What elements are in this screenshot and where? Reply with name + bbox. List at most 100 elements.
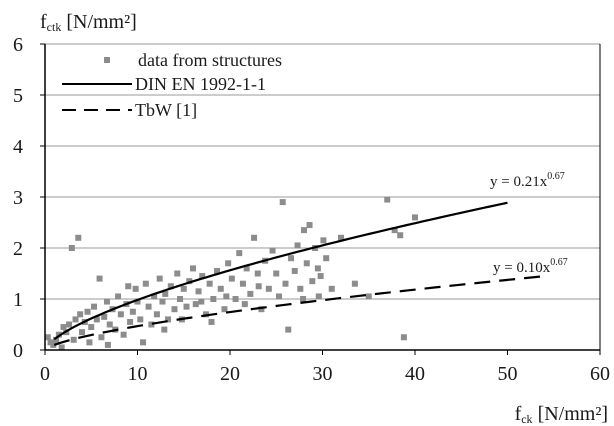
y-axis-label-sub: ctk [47,20,62,34]
data-point-70 [251,234,258,241]
y-tick-label-0: 0 [13,340,23,362]
x-tick-label-10: 10 [128,363,148,385]
data-point-43 [159,298,166,305]
data-point-101 [365,293,372,300]
data-point-23 [106,321,113,328]
regression-curves [53,201,545,346]
data-point-97 [391,227,398,234]
data-point-107 [208,318,215,325]
data-point-27 [117,311,124,318]
x-axis-label: fck [N/mm²] [515,403,608,426]
data-point-52 [186,278,193,285]
data-point-113 [300,296,307,302]
x-axis-label-sub: ck [521,412,532,426]
legend: data from structures DIN EN 1992-1-1 TbW… [62,50,282,120]
data-point-20 [98,334,105,341]
data-point-6 [60,324,67,331]
curve-din-en-1992 [53,201,508,341]
equation-tbw: y = 0.10x0.67 [493,257,568,276]
data-point-40 [151,293,158,300]
curve-tbw [53,275,545,346]
x-tick-label-60: 60 [590,363,610,385]
data-point-111 [223,293,230,300]
data-point-77 [276,293,283,300]
x-tick-label-40: 40 [405,363,425,385]
data-point-69 [247,290,254,297]
y-tick-label-2: 2 [13,238,23,260]
data-point-12 [77,311,84,318]
data-point-37 [142,280,149,287]
x-tick-label-50: 50 [498,363,518,385]
data-point-103 [70,336,77,343]
data-point-88 [309,278,316,285]
data-point-31 [127,318,134,325]
data-point-93 [323,255,330,262]
equation-din: y = 0.21x0.67 [490,171,565,190]
data-point-81 [288,255,295,262]
data-point-72 [258,306,265,313]
data-point-36 [140,339,147,346]
equation-din-exp: 0.67 [547,171,565,182]
data-point-83 [294,242,301,249]
data-point-59 [210,296,217,302]
data-point-94 [328,285,335,292]
data-point-64 [228,275,235,282]
data-point-114 [315,293,322,300]
data-point-22 [103,298,110,305]
data-point-63 [225,260,232,267]
equation-tbw-base: y = 0.10x [493,260,551,276]
data-point-34 [134,298,141,305]
data-point-79 [282,280,289,287]
data-point-112 [255,283,262,290]
x-tick-label-0: 0 [40,363,50,385]
data-point-51 [183,303,190,310]
data-point-78 [279,199,286,206]
data-point-86 [303,260,310,267]
data-point-98 [397,232,404,239]
x-tick-label-20: 20 [220,363,240,385]
data-point-8 [66,321,73,328]
data-point-9 [68,245,75,251]
y-tick-label-3: 3 [13,187,23,209]
data-point-2 [50,341,57,348]
data-point-3 [53,336,60,343]
y-tick-label-1: 1 [13,289,23,311]
data-point-91 [317,273,324,280]
data-point-106 [161,326,168,333]
data-point-75 [269,247,276,254]
data-point-60 [214,267,221,274]
data-point-28 [120,331,127,338]
legend-marker-swatch [104,57,110,63]
data-point-17 [91,303,98,310]
tick-labels: 0 10 20 30 40 50 60 0 1 2 3 4 5 6 [13,34,610,385]
data-point-65 [232,296,239,302]
data-point-19 [96,275,103,282]
data-point-18 [93,316,100,323]
data-point-102 [351,280,358,287]
data-point-104 [86,339,93,346]
data-point-38 [145,303,152,310]
data-point-80 [285,326,292,333]
scatter-points [44,196,418,351]
data-point-100 [412,214,418,221]
data-point-50 [180,285,187,292]
data-point-42 [156,275,163,282]
data-point-58 [206,280,213,287]
equation-tbw-exp: 0.67 [550,257,568,268]
data-point-95 [338,234,344,241]
data-point-48 [174,270,181,277]
y-tick-label-4: 4 [13,136,23,158]
data-point-82 [291,267,298,274]
equation-din-base: y = 0.21x [490,174,548,190]
data-point-96 [384,196,391,203]
data-point-61 [217,285,224,292]
data-point-21 [101,313,108,320]
data-point-85 [301,227,307,234]
data-point-26 [115,293,122,300]
data-point-76 [273,270,280,277]
legend-label-tbw: TbW [1] [135,100,197,120]
data-point-35 [137,316,144,323]
data-point-71 [254,270,261,277]
data-point-66 [236,250,243,257]
